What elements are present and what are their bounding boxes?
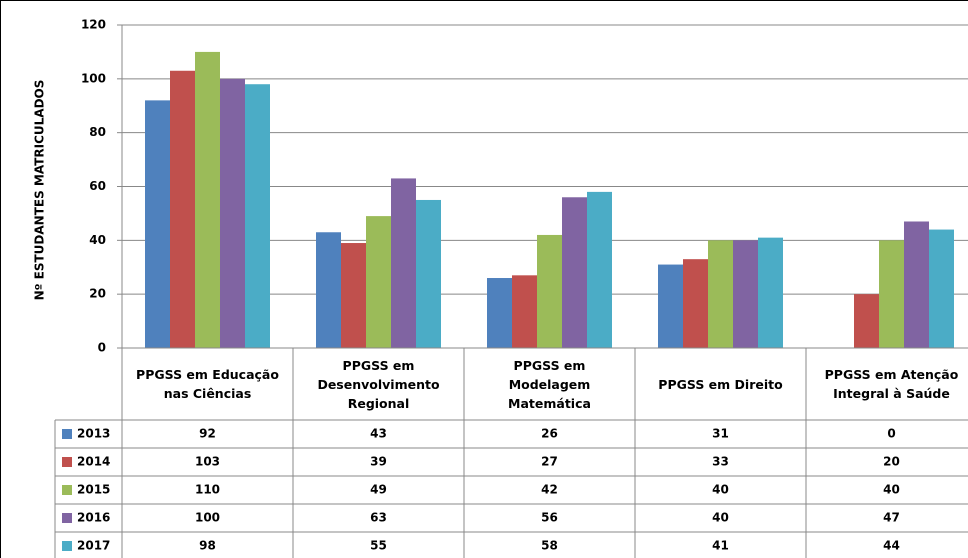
category-label: PPGSS em Direito [658,376,783,392]
table-value: 58 [541,539,558,553]
y-tick-label: 100 [81,71,106,85]
bar [366,216,391,348]
bar [708,240,733,348]
bar [758,237,783,348]
table-value: 103 [195,455,220,469]
table-value: 47 [883,511,900,525]
table-value: 0 [887,427,895,441]
bar [879,240,904,348]
table-value: 41 [712,539,729,553]
table-value: 40 [712,511,729,525]
bar [195,51,220,349]
bar [487,278,512,348]
legend-key [62,541,72,551]
bar [904,221,929,348]
category-label: PPGSS em Educação nas Ciências [136,367,279,401]
table-value: 43 [370,427,387,441]
table-value: 20 [883,455,900,469]
y-tick-label: 20 [89,287,106,301]
y-tick-label: 80 [89,125,106,139]
y-tick-label: 0 [98,341,106,355]
bar [245,84,270,348]
legend-label: 2013 [77,427,110,441]
legend-label: 2015 [77,483,110,497]
legend-key [62,513,72,523]
table-value: 42 [541,483,558,497]
bar [416,199,441,348]
bar [562,197,587,348]
table-value: 44 [883,539,900,553]
table-value: 40 [712,483,729,497]
table-value: 100 [195,511,220,525]
y-tick-label: 120 [81,18,106,32]
category-label: PPGSS em Desenvolvimento Regional [317,357,440,411]
bar [341,243,366,348]
table-value: 26 [541,427,558,441]
bar [683,259,708,348]
table-value: 56 [541,511,558,525]
bar [658,264,683,348]
bar [391,178,416,348]
y-tick-label: 60 [89,179,106,193]
bar [170,70,195,348]
table-value: 63 [370,511,387,525]
table-value: 92 [199,427,216,441]
legend-label: 2016 [77,511,110,525]
category-label: PPGSS em Atenção Integral à Saúde [824,367,959,401]
table-value: 27 [541,455,558,469]
table-value: 98 [199,539,216,553]
bar [512,275,537,348]
bar [929,229,954,348]
legend-label: 2014 [77,455,110,469]
table-value: 33 [712,455,729,469]
y-axis-label: Nº ESTUDANTES MATRICULADOS [33,80,47,301]
bar [733,240,758,348]
table-value: 40 [883,483,900,497]
table-value: 31 [712,427,729,441]
bar [145,100,170,348]
table-value: 110 [195,483,220,497]
bar [537,234,562,348]
legend-label: 2017 [77,539,110,553]
bar [220,78,245,348]
table-value: 49 [370,483,387,497]
legend-key [62,429,72,439]
table-value: 39 [370,455,387,469]
y-tick-label: 40 [89,233,106,247]
table-value: 55 [370,539,387,553]
category-label: PPGSS em Modelagem Matemática [508,357,591,411]
legend-key [62,457,72,467]
legend-key [62,485,72,495]
bar [587,191,612,348]
bar [316,232,341,348]
bar [854,294,879,348]
